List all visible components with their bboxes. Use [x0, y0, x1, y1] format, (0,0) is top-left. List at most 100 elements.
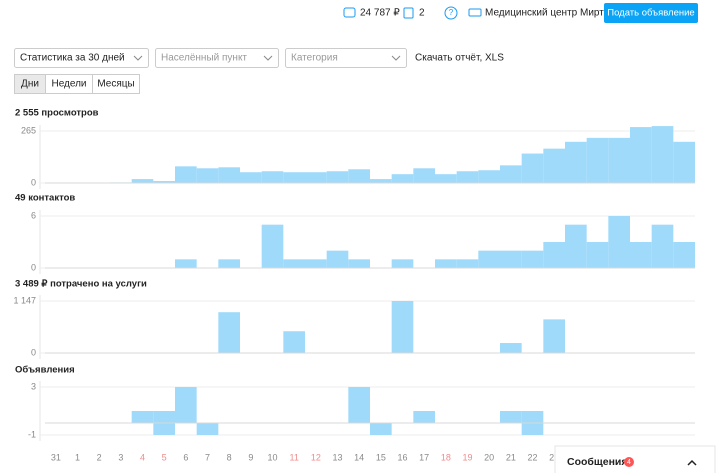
bar	[370, 179, 392, 183]
chevron	[687, 459, 697, 466]
y-tick-label: 0	[31, 177, 36, 187]
y-tick-label: 1 147	[13, 295, 36, 305]
bar	[283, 331, 305, 353]
bar	[348, 387, 370, 423]
bar	[413, 411, 435, 423]
x-tick-label: 18	[441, 452, 451, 462]
bar	[651, 224, 674, 268]
x-tick-label: 21	[506, 452, 516, 462]
period-label: Статистика за 30 дней	[20, 53, 125, 64]
x-tick-label: 17	[419, 452, 429, 462]
x-tick-label: 22	[527, 452, 537, 462]
panel-title: 49 контактов	[15, 193, 75, 204]
balance[interactable]: 24 787 ₽	[360, 8, 400, 19]
category-select[interactable]	[285, 48, 407, 68]
bar	[305, 259, 327, 268]
bar	[565, 224, 587, 268]
period-select[interactable]	[14, 48, 149, 68]
y-tick-label: -1	[28, 429, 36, 439]
favorites-count[interactable]: 2	[419, 8, 425, 19]
x-tick-label: 13	[332, 452, 342, 462]
bar	[391, 259, 414, 268]
tab[interactable]	[92, 74, 140, 94]
x-tick-label: 7	[205, 452, 210, 462]
bar	[543, 319, 565, 353]
bar	[630, 127, 652, 183]
messages-widget[interactable]: Сообщения 4	[554, 445, 716, 473]
bar	[153, 411, 175, 423]
account-name[interactable]: Медицинский центр Мирт	[485, 8, 604, 19]
chevron	[133, 55, 143, 61]
download-link[interactable]: Скачать отчёт, XLS	[415, 53, 504, 64]
messages-label: Сообщения	[567, 456, 628, 468]
account-icon	[468, 8, 482, 17]
bar	[196, 168, 219, 183]
x-tick-label: 2	[97, 452, 102, 462]
bar	[478, 170, 500, 183]
bar	[521, 423, 544, 435]
x-tick-label: 9	[248, 452, 253, 462]
x-tick-label: 20	[484, 452, 494, 462]
bar	[153, 423, 175, 435]
bar	[651, 126, 674, 183]
bar	[586, 242, 609, 268]
x-tick-label: 5	[162, 452, 167, 462]
bar	[435, 259, 457, 268]
bar	[586, 137, 609, 183]
bar	[413, 168, 435, 183]
bar	[543, 242, 565, 268]
help-icon[interactable]	[444, 6, 458, 20]
bar	[673, 141, 695, 183]
favorites-icon	[403, 7, 414, 19]
x-tick-label: 12	[311, 452, 321, 462]
bar	[283, 259, 305, 268]
tab-label: Месяцы	[97, 79, 134, 90]
x-tick-label: 19	[462, 452, 472, 462]
bar	[456, 259, 479, 268]
x-tick-label: 31	[51, 452, 61, 462]
bar	[218, 312, 240, 353]
y-tick-label: 6	[31, 210, 36, 220]
bar	[565, 141, 587, 183]
x-tick-label: 4	[140, 452, 145, 462]
post-button[interactable]	[604, 3, 698, 23]
bar	[283, 172, 305, 183]
bar	[521, 153, 544, 183]
bar	[348, 259, 370, 268]
tab-label: Недели	[51, 79, 86, 90]
bar	[240, 172, 262, 183]
bar	[370, 423, 392, 435]
y-tick-label: 265	[21, 125, 36, 135]
panel-title: 3 489 ₽ потрачено на услуги	[15, 279, 147, 290]
bar	[630, 242, 652, 268]
y-tick-label: 0	[31, 262, 36, 272]
location-label: Населённый пункт	[161, 53, 247, 64]
bar	[456, 171, 479, 183]
bar	[261, 171, 284, 183]
panel-title: Объявления	[15, 365, 75, 376]
bar	[131, 411, 154, 423]
wallet-icon	[343, 7, 356, 18]
x-tick-label: 1	[75, 452, 80, 462]
post-button-label: Подать объявление	[607, 8, 694, 19]
bar	[521, 250, 544, 268]
bar	[218, 259, 240, 268]
x-tick-label: 10	[267, 452, 277, 462]
bar	[500, 343, 522, 353]
x-tick-label: 3	[118, 452, 123, 462]
bar	[196, 423, 219, 435]
tab-label: Дни	[21, 79, 39, 90]
bar	[175, 259, 197, 268]
bar	[435, 174, 457, 183]
x-tick-label: 16	[397, 452, 407, 462]
location-select[interactable]	[155, 48, 279, 68]
x-tick-label: 23	[549, 452, 559, 462]
bar	[543, 148, 565, 183]
bar	[326, 171, 349, 183]
bar	[521, 411, 544, 423]
y-tick-label: 0	[31, 347, 36, 357]
bar	[500, 250, 522, 268]
